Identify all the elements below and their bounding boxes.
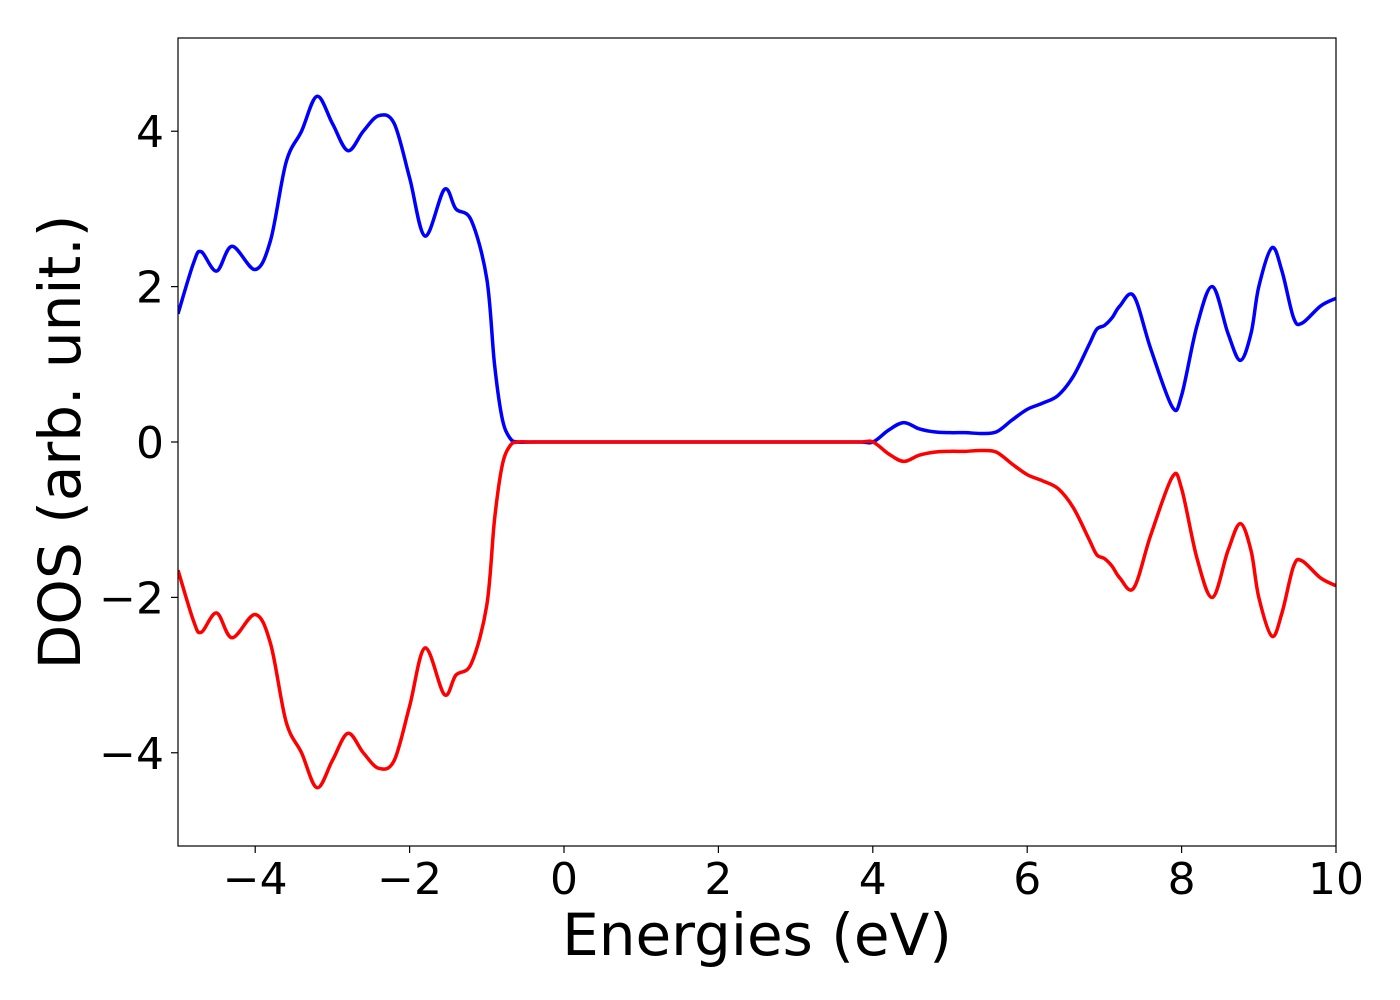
x-tick-label: 2 — [704, 854, 732, 905]
x-tick-label: 4 — [859, 854, 887, 905]
x-tick-label: −2 — [377, 854, 442, 905]
y-tick-label: −4 — [99, 729, 164, 780]
y-axis-label: DOS (arb. unit.) — [26, 215, 94, 670]
dos-line — [178, 439, 1336, 790]
y-tick-label: 2 — [136, 263, 164, 314]
y-tick-label: 4 — [136, 107, 164, 158]
dos-line — [178, 94, 1336, 445]
y-tick-label: −2 — [99, 573, 164, 624]
x-axis-label: Energies (eV) — [562, 901, 952, 969]
x-tick-label: 10 — [1308, 854, 1364, 905]
x-tick-label: 6 — [1013, 854, 1041, 905]
x-tick-label: 8 — [1168, 854, 1196, 905]
y-tick-label: 0 — [136, 418, 164, 469]
x-tick-label: −4 — [223, 854, 288, 905]
plot-frame — [177, 37, 1337, 847]
x-tick-label: 0 — [550, 854, 578, 905]
